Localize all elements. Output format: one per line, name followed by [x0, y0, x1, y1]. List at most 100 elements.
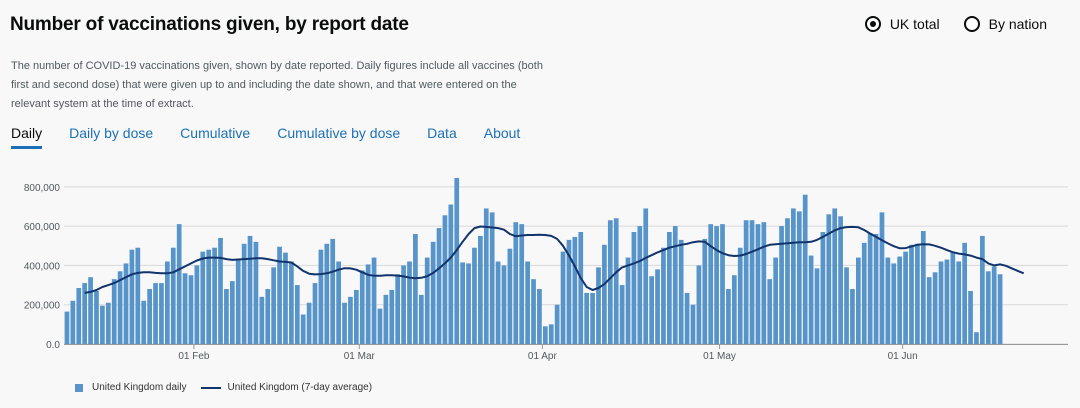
daily-bar: [135, 247, 141, 344]
daily-bar: [371, 257, 377, 344]
daily-bar: [814, 268, 820, 344]
daily-bar: [389, 289, 395, 344]
daily-bar: [418, 294, 424, 344]
daily-bar: [891, 263, 897, 344]
daily-bar: [932, 272, 938, 344]
chart-legend: United Kingdom daily United Kingdom (7-d…: [75, 382, 372, 393]
daily-bar: [802, 194, 808, 344]
daily-bar: [165, 261, 170, 344]
daily-bar: [407, 261, 412, 344]
daily-bar: [590, 292, 595, 344]
daily-bar: [838, 216, 843, 344]
tab-about[interactable]: About: [483, 125, 521, 141]
daily-bar: [330, 238, 336, 344]
x-axis: 01 Feb 01 Mar 01 Apr 01 May 01 Jun: [64, 344, 1068, 362]
daily-bar: [206, 249, 212, 344]
daily-bar: [70, 300, 76, 344]
daily-bar: [359, 270, 365, 344]
daily-bar: [88, 277, 93, 344]
daily-bar: [501, 265, 507, 344]
daily-bar: [277, 246, 282, 344]
daily-bar: [424, 257, 430, 344]
daily-bar: [779, 226, 784, 344]
y-axis: 0.0 200,000 400,000 600,000 800,000: [24, 183, 61, 351]
daily-bar: [253, 241, 259, 344]
daily-bar: [442, 215, 448, 344]
daily-bar: [879, 212, 885, 344]
daily-bar: [602, 244, 607, 344]
daily-bar: [318, 249, 324, 344]
tab-daily[interactable]: Daily: [11, 125, 43, 149]
daily-bar: [832, 208, 838, 344]
daily-bar: [619, 285, 625, 344]
daily-bar: [76, 288, 82, 344]
daily-bar: [105, 302, 111, 344]
legend-bar-swatch: [75, 383, 83, 392]
daily-bar: [755, 224, 761, 344]
daily-bar: [478, 235, 483, 344]
tab-cumulative[interactable]: Cumulative: [180, 125, 251, 141]
daily-bar: [938, 261, 944, 344]
radio-uk-total[interactable]: UK total: [864, 16, 940, 32]
daily-bar: [637, 226, 643, 344]
x-tick-label: 01 May: [703, 351, 736, 362]
daily-bar: [188, 275, 194, 344]
daily-bar: [873, 233, 879, 344]
average-line: [84, 225, 1025, 294]
radio-label-by-nation: By nation: [988, 16, 1047, 32]
daily-bar: [82, 283, 88, 344]
daily-bar: [572, 236, 578, 344]
tab-daily-by-dose[interactable]: Daily by dose: [69, 125, 154, 141]
daily-bar: [100, 305, 105, 344]
daily-bar: [950, 252, 956, 344]
daily-bar: [584, 292, 590, 344]
tab-cumulative-by-dose[interactable]: Cumulative by dose: [277, 125, 401, 141]
daily-bar: [283, 252, 288, 344]
daily-bar: [542, 326, 548, 344]
daily-bar: [194, 265, 200, 344]
daily-bar: [489, 212, 495, 344]
daily-bar: [980, 235, 985, 344]
daily-bar: [767, 279, 773, 344]
daily-bar: [631, 232, 637, 344]
x-tick-label: 01 Apr: [528, 351, 558, 362]
daily-bar: [170, 247, 176, 344]
legend-line-label: United Kingdom (7-day average): [227, 382, 373, 393]
daily-bar: [460, 262, 465, 344]
radio-button-checked[interactable]: [864, 16, 881, 32]
daily-bar: [956, 261, 962, 344]
daily-bar: [365, 264, 371, 344]
radio-button-unchecked[interactable]: [963, 16, 980, 32]
y-tick-label: 200,000: [24, 301, 61, 312]
y-tick-label: 600,000: [24, 222, 61, 233]
daily-bar: [312, 283, 318, 344]
daily-bar: [596, 267, 601, 344]
daily-bar: [64, 311, 70, 344]
daily-bar: [336, 261, 341, 344]
tab-data[interactable]: Data: [427, 125, 457, 141]
daily-bar: [229, 281, 235, 344]
daily-bar: [649, 276, 654, 344]
daily-bar: [672, 226, 678, 344]
daily-bar: [684, 292, 690, 344]
daily-bar: [944, 259, 950, 344]
daily-bar: [289, 261, 294, 344]
daily-bar: [395, 274, 401, 344]
y-tick-label: 400,000: [24, 261, 61, 272]
daily-bar: [383, 294, 389, 344]
daily-bar: [377, 308, 383, 344]
x-tick-label: 01 Mar: [344, 351, 376, 362]
radio-by-nation[interactable]: By nation: [963, 16, 1047, 32]
legend-bar-label: United Kingdom daily: [92, 382, 187, 393]
daily-bar: [743, 220, 749, 344]
daily-bar: [737, 247, 743, 344]
daily-bar: [513, 222, 519, 344]
daily-bar: [271, 267, 277, 344]
daily-bar: [472, 247, 477, 344]
daily-bar: [259, 296, 265, 344]
y-tick-label: 800,000: [24, 183, 61, 194]
daily-bar: [247, 235, 253, 344]
daily-bar: [200, 251, 206, 344]
daily-bar: [348, 296, 353, 344]
